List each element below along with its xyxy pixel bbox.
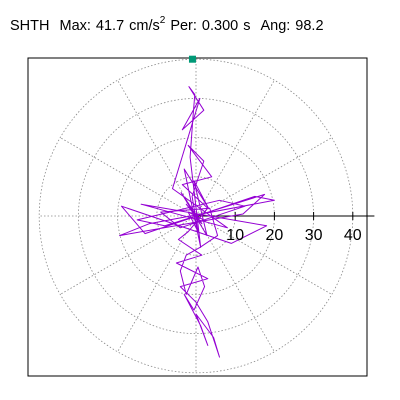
per-label: Per:	[170, 18, 197, 34]
max-unit-exponent: 2	[159, 15, 166, 26]
radial-tick-label-40: 40	[344, 227, 362, 244]
max-label: Max:	[59, 18, 91, 34]
max-point-marker	[188, 55, 196, 63]
grid-spoke-60	[195, 80, 275, 217]
radial-tick-labels: 10 20 30 40	[226, 227, 361, 244]
grid-spoke-330	[195, 215, 332, 295]
motion-trace-line-0	[119, 86, 275, 358]
per-unit: s	[243, 18, 251, 34]
station-code: SHTH	[10, 18, 50, 34]
grid-spoke-150	[60, 137, 197, 217]
radial-tick-label-30: 30	[305, 227, 323, 244]
grid-spoke-30	[195, 137, 332, 217]
motion-trace	[119, 86, 275, 358]
per-value: 0.300	[201, 18, 239, 34]
grid-spoke-300	[195, 215, 275, 352]
chart-title: SHTH Max: 41.7 cm/s2 Per: 0.300 s Ang: 98.2	[10, 15, 324, 35]
grid-spoke-210	[60, 215, 197, 295]
radial-tick-label-10: 10	[226, 227, 244, 244]
radial-tick-label-20: 20	[266, 227, 284, 244]
grid-spoke-120	[117, 80, 197, 217]
ang-value: 98.2	[295, 18, 324, 34]
max-marker-group	[188, 55, 196, 63]
max-unit: cm/s	[129, 18, 160, 34]
max-value: 41.7	[95, 18, 125, 34]
grid-spoke-240	[117, 215, 197, 352]
polar-axes	[196, 212, 375, 220]
ang-label: Ang:	[260, 18, 291, 34]
